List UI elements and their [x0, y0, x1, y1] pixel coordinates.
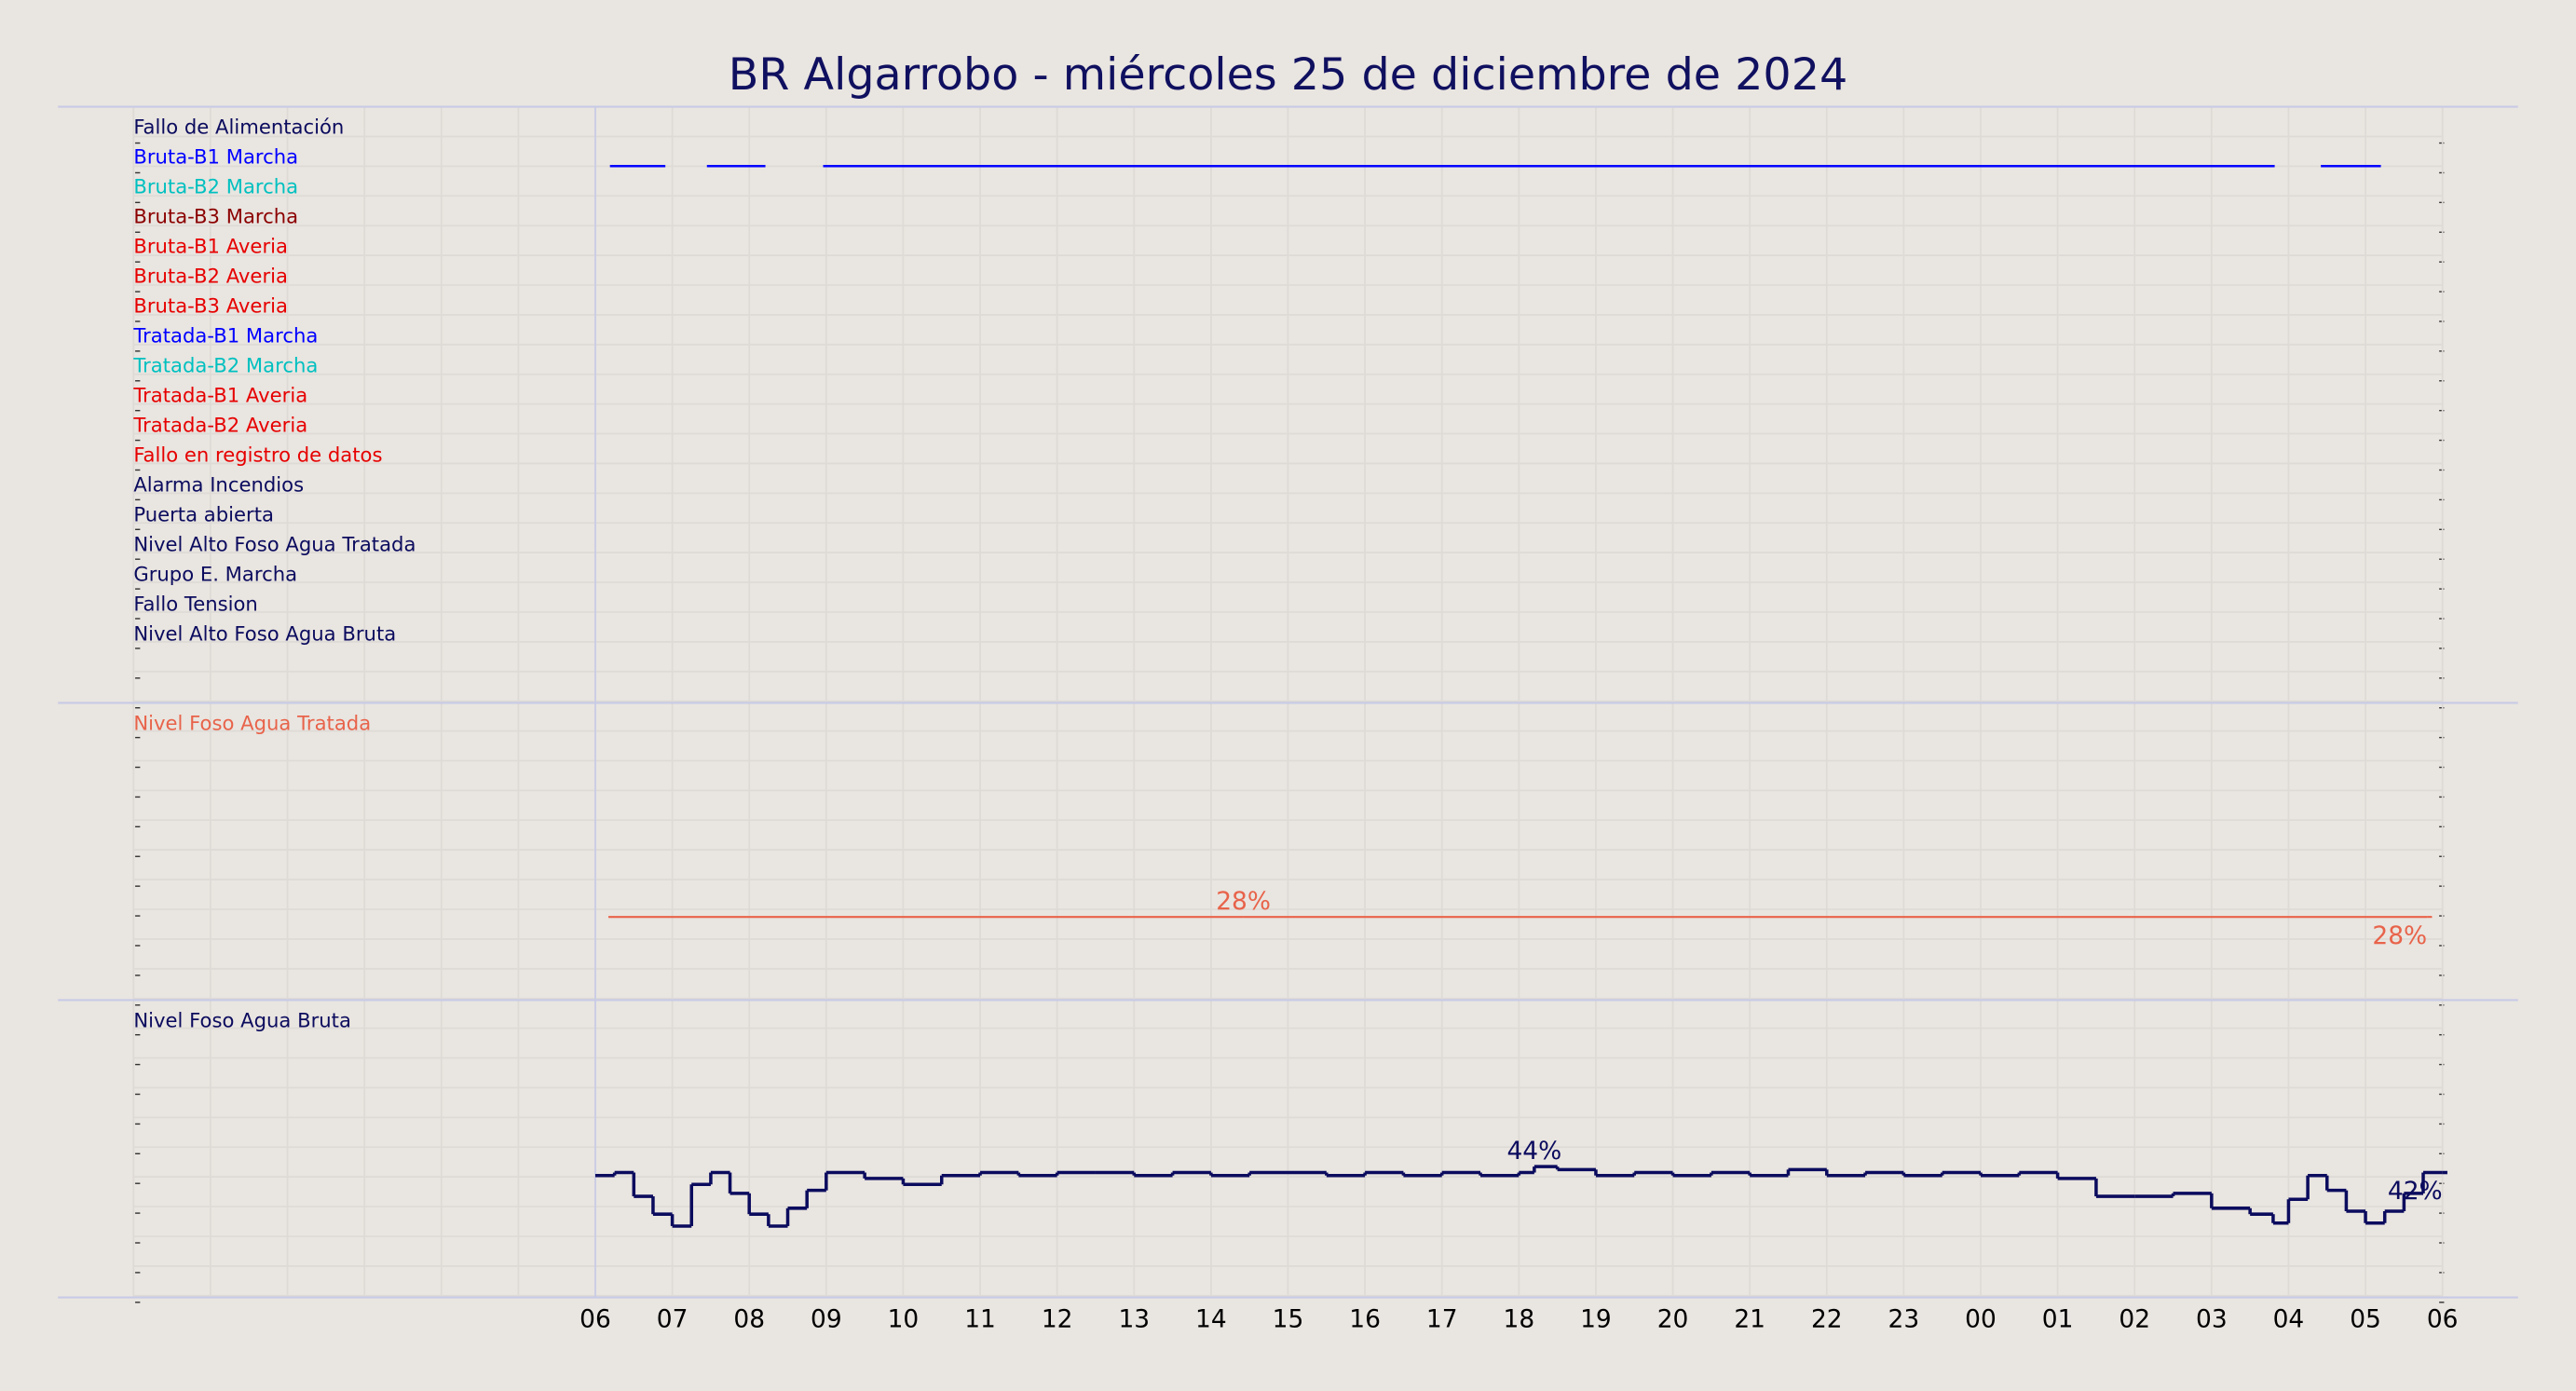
row-label: Bruta-B2 Marcha: [133, 174, 298, 198]
row-label: Bruta-B3 Averia: [133, 293, 288, 317]
x-tick-label: 23: [1888, 1305, 1920, 1334]
row-label: Fallo en registro de datos: [133, 443, 382, 466]
x-tick-label: 20: [1657, 1305, 1689, 1334]
x-tick-label: 11: [964, 1305, 996, 1334]
panel-label: Nivel Foso Agua Bruta: [133, 1008, 351, 1031]
x-tick-label: 19: [1580, 1305, 1612, 1334]
x-tick-label: 18: [1504, 1305, 1535, 1334]
row-label: Bruta-B1 Marcha: [133, 144, 298, 168]
x-tick-label: 05: [2350, 1305, 2381, 1334]
row-label: Nivel Alto Foso Agua Tratada: [133, 532, 416, 555]
x-tick-label: 13: [1118, 1305, 1150, 1334]
x-tick-label: 06: [2427, 1305, 2459, 1334]
x-tick-label: 06: [579, 1305, 611, 1334]
row-label: Alarma Incendios: [133, 472, 304, 496]
row-label: Bruta-B1 Averia: [133, 234, 288, 257]
x-tick-label: 04: [2273, 1305, 2305, 1334]
x-tick-label: 15: [1273, 1305, 1304, 1334]
row-label: Puerta abierta: [133, 502, 274, 525]
value-label: 28%: [1216, 887, 1271, 916]
value-label: 42%: [2388, 1177, 2443, 1206]
row-label: Tratada-B1 Averia: [132, 383, 307, 406]
x-tick-label: 09: [811, 1305, 842, 1334]
x-tick-label: 16: [1349, 1305, 1381, 1334]
row-label: Tratada-B2 Averia: [132, 413, 307, 436]
row-label: Fallo de Alimentación: [133, 115, 344, 138]
row-label: Tratada-B2 Marcha: [132, 353, 318, 376]
x-tick-label: 10: [888, 1305, 920, 1334]
x-tick-label: 02: [2119, 1305, 2150, 1334]
x-tick-label: 07: [657, 1305, 688, 1334]
row-label: Fallo Tension: [133, 592, 258, 615]
row-label: Nivel Alto Foso Agua Bruta: [133, 621, 396, 645]
x-tick-label: 01: [2042, 1305, 2074, 1334]
x-tick-label: 08: [733, 1305, 765, 1334]
value-label: 44%: [1506, 1137, 1561, 1166]
row-label: Bruta-B3 Marcha: [133, 204, 298, 227]
row-label: Tratada-B1 Marcha: [132, 323, 318, 347]
row-label: Bruta-B2 Averia: [133, 264, 288, 287]
chart-title: BR Algarrobo - miércoles 25 de diciembre…: [729, 49, 1848, 101]
x-tick-label: 17: [1426, 1305, 1458, 1334]
panel-label: Nivel Foso Agua Tratada: [133, 711, 371, 734]
x-tick-label: 12: [1042, 1305, 1073, 1334]
x-tick-label: 03: [2196, 1305, 2228, 1334]
value-label: 28%: [2372, 921, 2427, 950]
x-tick-label: 14: [1195, 1305, 1227, 1334]
x-tick-label: 21: [1734, 1305, 1765, 1334]
row-label: Grupo E. Marcha: [133, 562, 297, 585]
x-tick-label: 00: [1965, 1305, 1997, 1334]
x-tick-label: 22: [1811, 1305, 1843, 1334]
